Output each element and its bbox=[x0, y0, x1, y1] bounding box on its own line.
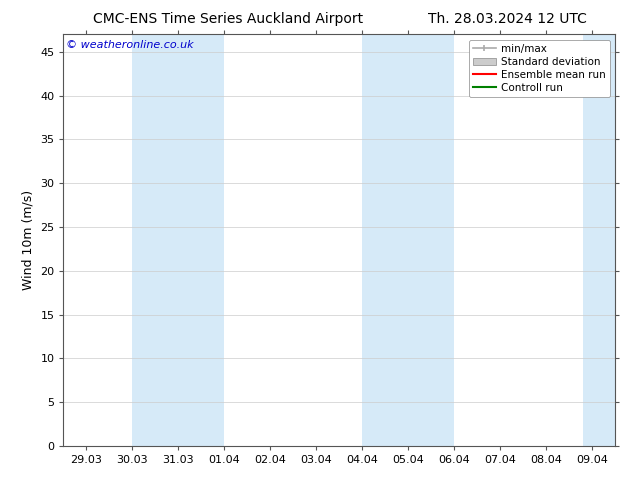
Y-axis label: Wind 10m (m/s): Wind 10m (m/s) bbox=[22, 190, 35, 290]
Text: CMC-ENS Time Series Auckland Airport: CMC-ENS Time Series Auckland Airport bbox=[93, 12, 363, 26]
Bar bbox=[583, 34, 615, 446]
Bar bbox=[362, 34, 454, 446]
Bar bbox=[133, 34, 224, 446]
Text: © weatheronline.co.uk: © weatheronline.co.uk bbox=[66, 41, 194, 50]
Text: Th. 28.03.2024 12 UTC: Th. 28.03.2024 12 UTC bbox=[428, 12, 586, 26]
Legend: min/max, Standard deviation, Ensemble mean run, Controll run: min/max, Standard deviation, Ensemble me… bbox=[469, 40, 610, 97]
